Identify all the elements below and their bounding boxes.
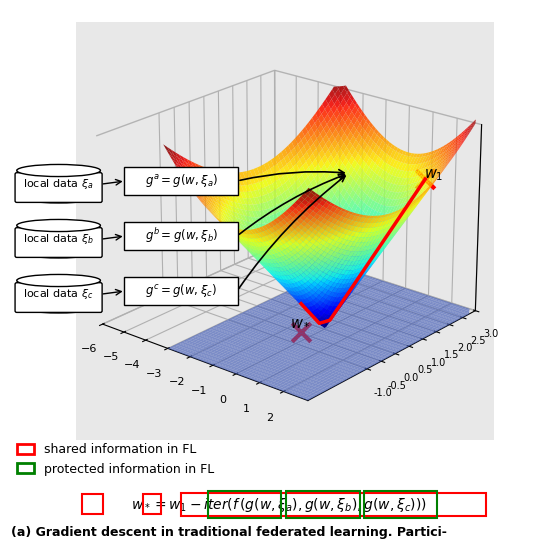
Ellipse shape [17, 274, 100, 287]
Ellipse shape [17, 164, 100, 177]
Text: local data $\xi_a$: local data $\xi_a$ [23, 177, 94, 191]
Text: local data $\xi_b$: local data $\xi_b$ [23, 232, 94, 246]
Text: $g^b = g(w,\xi_b)$: $g^b = g(w,\xi_b)$ [145, 227, 218, 245]
FancyBboxPatch shape [15, 283, 102, 312]
Ellipse shape [17, 246, 100, 258]
Text: $g^c = g(w,\xi_c)$: $g^c = g(w,\xi_c)$ [145, 283, 218, 299]
Ellipse shape [17, 191, 100, 203]
FancyBboxPatch shape [15, 228, 102, 257]
FancyBboxPatch shape [124, 167, 238, 195]
Ellipse shape [17, 301, 100, 313]
Text: $w_* = w_1 - iter(f\,(g(w,\xi_a),g(w,\xi_b),g(w,\xi_c)))$: $w_* = w_1 - iter(f\,(g(w,\xi_a),g(w,\xi… [131, 496, 427, 514]
FancyBboxPatch shape [15, 173, 102, 202]
Text: local data $\xi_c$: local data $\xi_c$ [23, 287, 94, 301]
FancyBboxPatch shape [124, 222, 238, 250]
Text: $g^a = g(w,\xi_a)$: $g^a = g(w,\xi_a)$ [145, 173, 218, 189]
Legend: shared information in FL, protected information in FL: shared information in FL, protected info… [12, 438, 220, 481]
Ellipse shape [17, 219, 100, 232]
Text: (a) Gradient descent in traditional federated learning. Partici-: (a) Gradient descent in traditional fede… [11, 526, 447, 539]
FancyBboxPatch shape [124, 277, 238, 305]
